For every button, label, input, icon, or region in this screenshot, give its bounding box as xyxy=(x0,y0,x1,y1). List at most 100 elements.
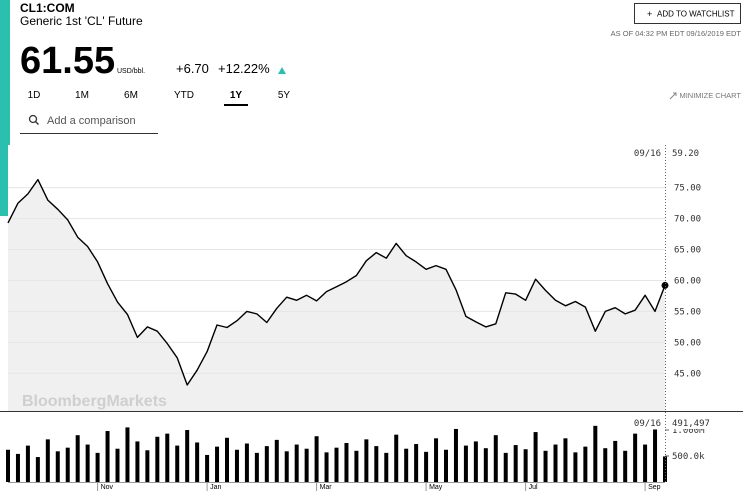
volume-bar xyxy=(195,442,200,482)
volume-bar xyxy=(205,454,210,482)
y-tick-label: 1.000M xyxy=(672,426,705,436)
price-area xyxy=(8,179,665,411)
x-tick-label: Mar xyxy=(320,484,333,491)
label-box xyxy=(667,416,717,429)
volume-bar xyxy=(35,457,40,482)
volume-bar xyxy=(354,450,359,482)
volume-bar xyxy=(274,439,279,482)
volume-bar xyxy=(533,432,538,482)
volume-bar xyxy=(85,444,90,482)
volume-bar xyxy=(473,441,478,482)
volume-bar xyxy=(105,431,110,482)
volume-bar xyxy=(394,434,399,482)
ticker: CL1:COM xyxy=(20,1,75,15)
volume-bar xyxy=(633,433,638,482)
volume-bar xyxy=(613,440,618,482)
y-tick-label: 45.00 xyxy=(674,369,701,379)
volume-bar xyxy=(553,444,558,482)
minimize-icon[interactable] xyxy=(669,92,677,100)
x-tick-label: Sep xyxy=(648,484,661,491)
volume-bar xyxy=(6,449,10,482)
volume-bar xyxy=(543,450,548,482)
volume-bar xyxy=(215,446,220,482)
volume-bar xyxy=(25,445,30,482)
search-icon[interactable] xyxy=(28,114,38,124)
volume-bar xyxy=(344,442,349,482)
volume-bar xyxy=(643,444,648,482)
volume-bar xyxy=(603,448,608,482)
volume-bar xyxy=(434,438,439,482)
volume-bar xyxy=(75,435,80,482)
y-tick-label: 50.00 xyxy=(674,338,701,348)
tab[interactable]: YTD xyxy=(174,90,194,101)
tab[interactable]: 1M xyxy=(75,90,89,101)
volume-bar xyxy=(95,452,100,482)
active-tab-underline xyxy=(224,104,248,106)
volume-bar xyxy=(384,452,389,482)
x-tick-label: Jan xyxy=(210,484,221,491)
watchlist-label[interactable]: ADD TO WATCHLIST xyxy=(657,10,735,19)
volume-bar xyxy=(374,446,379,482)
volume-bar xyxy=(573,452,578,482)
tab[interactable]: 6M xyxy=(124,90,138,101)
last-date: 09/16 xyxy=(634,149,661,159)
volume-bar xyxy=(563,438,568,482)
volume-bar xyxy=(314,436,319,482)
accent-bar xyxy=(0,0,10,216)
volume-bar xyxy=(15,453,20,482)
volume-bar xyxy=(55,451,60,482)
tabs: 1D 1M 6M YTD 1Y 5Y xyxy=(28,90,291,106)
tab[interactable]: 5Y xyxy=(278,90,291,101)
volume-bar xyxy=(414,444,419,482)
volume-bar xyxy=(593,425,598,482)
volume-bar xyxy=(444,449,448,482)
x-tick-label: Nov xyxy=(101,484,114,491)
minimize-chart[interactable]: MINIMIZE CHART xyxy=(679,91,741,100)
x-tick-label: May xyxy=(429,484,443,491)
last-value: 59.20 xyxy=(672,149,699,159)
volume-bar xyxy=(493,435,498,482)
volume-bar xyxy=(125,427,130,482)
volume-bar xyxy=(234,449,239,482)
volume-bar xyxy=(145,450,150,482)
watermark: BloombergMarkets xyxy=(22,393,167,410)
watchlist-button[interactable]: + ADD TO WATCHLIST xyxy=(634,3,741,24)
tab[interactable]: 1Y xyxy=(230,90,243,101)
volume-bar xyxy=(264,446,269,482)
volume-bar xyxy=(45,439,50,482)
button-frame[interactable] xyxy=(634,3,741,24)
y-tick-label: 70.00 xyxy=(674,215,701,225)
comparison-input[interactable]: Add a comparison xyxy=(47,115,136,127)
tab[interactable]: 1D xyxy=(28,90,41,101)
volume-bar xyxy=(65,447,70,482)
volume-bar xyxy=(583,446,588,482)
y-tick-label: 500.0k xyxy=(672,452,705,462)
as-of: AS OF 04:32 PM EDT 09/16/2019 EDT xyxy=(611,29,742,38)
volume-bar xyxy=(623,450,628,482)
plus[interactable]: + xyxy=(647,9,652,19)
volume-bar xyxy=(165,433,170,482)
price-chart: 45.00 50.00 55.00 60.00 65.00 70.00 75.00 09/16… xyxy=(7,149,701,491)
volume-bar xyxy=(304,448,309,482)
change-pct: +12.22% xyxy=(218,61,270,76)
y-tick-label: 55.00 xyxy=(674,307,701,317)
volume-bar xyxy=(523,449,528,482)
volume-bar xyxy=(424,451,429,482)
volume-bar xyxy=(463,445,468,482)
y-tick-label: 75.00 xyxy=(674,184,701,194)
label-box xyxy=(628,416,664,429)
price: 61.55 xyxy=(20,40,115,82)
volume-bar xyxy=(513,445,518,482)
instrument-name: Generic 1st 'CL' Future xyxy=(20,14,143,28)
volume-bar xyxy=(324,452,329,482)
up-arrow xyxy=(278,67,286,74)
volume-bar xyxy=(185,429,190,482)
search-icon-handle[interactable] xyxy=(35,121,39,125)
y-tick-label: 65.00 xyxy=(674,246,701,256)
unit: USD/bbl. xyxy=(117,68,145,75)
volume-bar xyxy=(155,436,160,482)
volume-bar xyxy=(284,451,289,482)
volume-chart: 500.0k 1.000M 09/16 491,497 xyxy=(6,416,717,482)
volume-bar xyxy=(404,448,409,482)
